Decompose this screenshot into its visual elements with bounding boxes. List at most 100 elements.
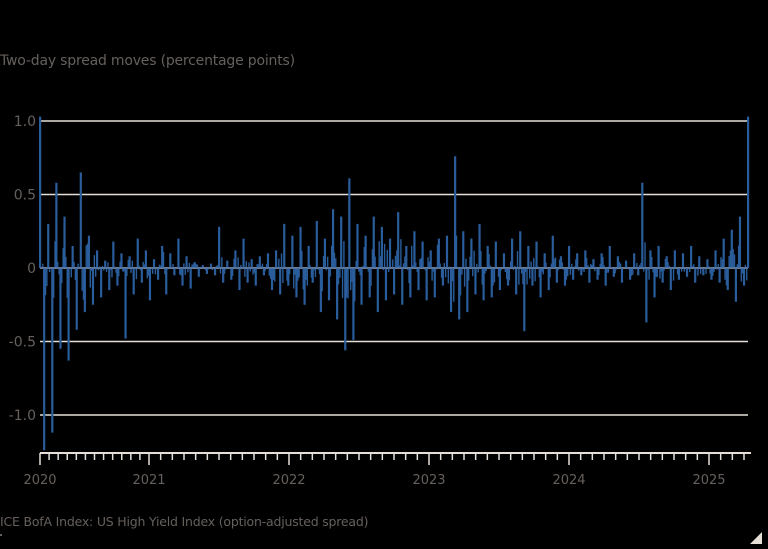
bar: [197, 268, 200, 277]
bar: [747, 116, 750, 268]
bar: [413, 231, 416, 268]
bar: [254, 268, 257, 286]
bar: [351, 268, 353, 282]
bar: [83, 268, 86, 313]
bar: [89, 268, 91, 288]
bar: [341, 268, 344, 298]
bar: [43, 268, 46, 451]
bar: [138, 265, 140, 268]
bar: [295, 268, 298, 298]
bar: [594, 268, 596, 272]
bar: [59, 268, 62, 349]
bar: [335, 258, 337, 268]
bar: [245, 261, 247, 268]
bar: [721, 259, 724, 268]
bar: [63, 216, 66, 268]
bar: [257, 264, 260, 268]
bar: [302, 268, 304, 290]
bar: [134, 268, 136, 270]
bar: [393, 268, 396, 295]
bar: [355, 260, 357, 268]
bar: [581, 268, 584, 271]
bar: [173, 268, 176, 276]
bar: [329, 268, 332, 277]
bar: [166, 268, 169, 270]
bar: [451, 268, 454, 282]
bar: [730, 229, 733, 268]
bar: [380, 226, 383, 268]
bar: [128, 256, 131, 268]
bar: [505, 268, 508, 280]
bar: [260, 266, 262, 268]
bar: [484, 268, 486, 274]
bar: [417, 268, 420, 291]
bar: [392, 259, 394, 268]
bar: [339, 268, 341, 278]
bar: [398, 265, 401, 268]
bar: [543, 253, 546, 268]
bar: [600, 253, 603, 268]
bar: [579, 268, 581, 270]
bar: [746, 268, 748, 281]
bar: [188, 262, 190, 268]
bar: [449, 268, 453, 313]
bar: [402, 263, 405, 268]
bar: [406, 268, 409, 271]
bar: [465, 258, 467, 268]
bar: [109, 268, 112, 270]
bar: [241, 268, 243, 270]
bar: [291, 235, 294, 268]
bar: [151, 268, 154, 274]
bar: [510, 261, 512, 268]
bar: [240, 264, 242, 268]
bar: [588, 268, 591, 283]
bar: [386, 249, 389, 268]
bar: [184, 268, 186, 275]
bar: [322, 255, 325, 268]
bar: [740, 268, 743, 282]
bar: [99, 266, 101, 268]
bar: [538, 268, 540, 278]
bar: [640, 263, 642, 268]
bar: [315, 220, 318, 268]
bar: [669, 268, 672, 291]
bar: [313, 268, 315, 271]
bar: [196, 264, 199, 268]
bar: [132, 268, 135, 295]
bar: [81, 268, 83, 291]
bar: [120, 253, 123, 268]
chart-subtitle: Two-day spread moves (percentage points): [0, 53, 295, 69]
bar: [673, 250, 676, 268]
bar: [61, 268, 63, 284]
bar: [46, 268, 48, 287]
bar: [266, 253, 270, 268]
bar: [486, 245, 489, 268]
bar: [123, 268, 125, 272]
bar: [157, 268, 160, 280]
bar: [562, 268, 565, 270]
bar: [709, 268, 711, 274]
bar: [535, 241, 538, 268]
bar: [347, 268, 349, 299]
bar: [665, 256, 668, 268]
bar: [473, 250, 475, 268]
bar: [490, 268, 493, 298]
bar: [526, 268, 528, 285]
bar: [641, 182, 644, 268]
bar: [634, 268, 637, 270]
bar: [555, 268, 558, 283]
bar: [523, 268, 526, 332]
bar: [722, 238, 725, 268]
bar: [463, 268, 466, 287]
bar: [303, 268, 306, 305]
bar: [656, 268, 658, 278]
bar: [107, 262, 109, 268]
bar: [481, 268, 483, 285]
bar: [256, 264, 258, 268]
bar: [374, 256, 376, 268]
bar: [47, 223, 50, 268]
bar: [101, 265, 104, 268]
bar: [630, 268, 633, 276]
bar: [628, 268, 630, 270]
bar: [305, 268, 307, 280]
